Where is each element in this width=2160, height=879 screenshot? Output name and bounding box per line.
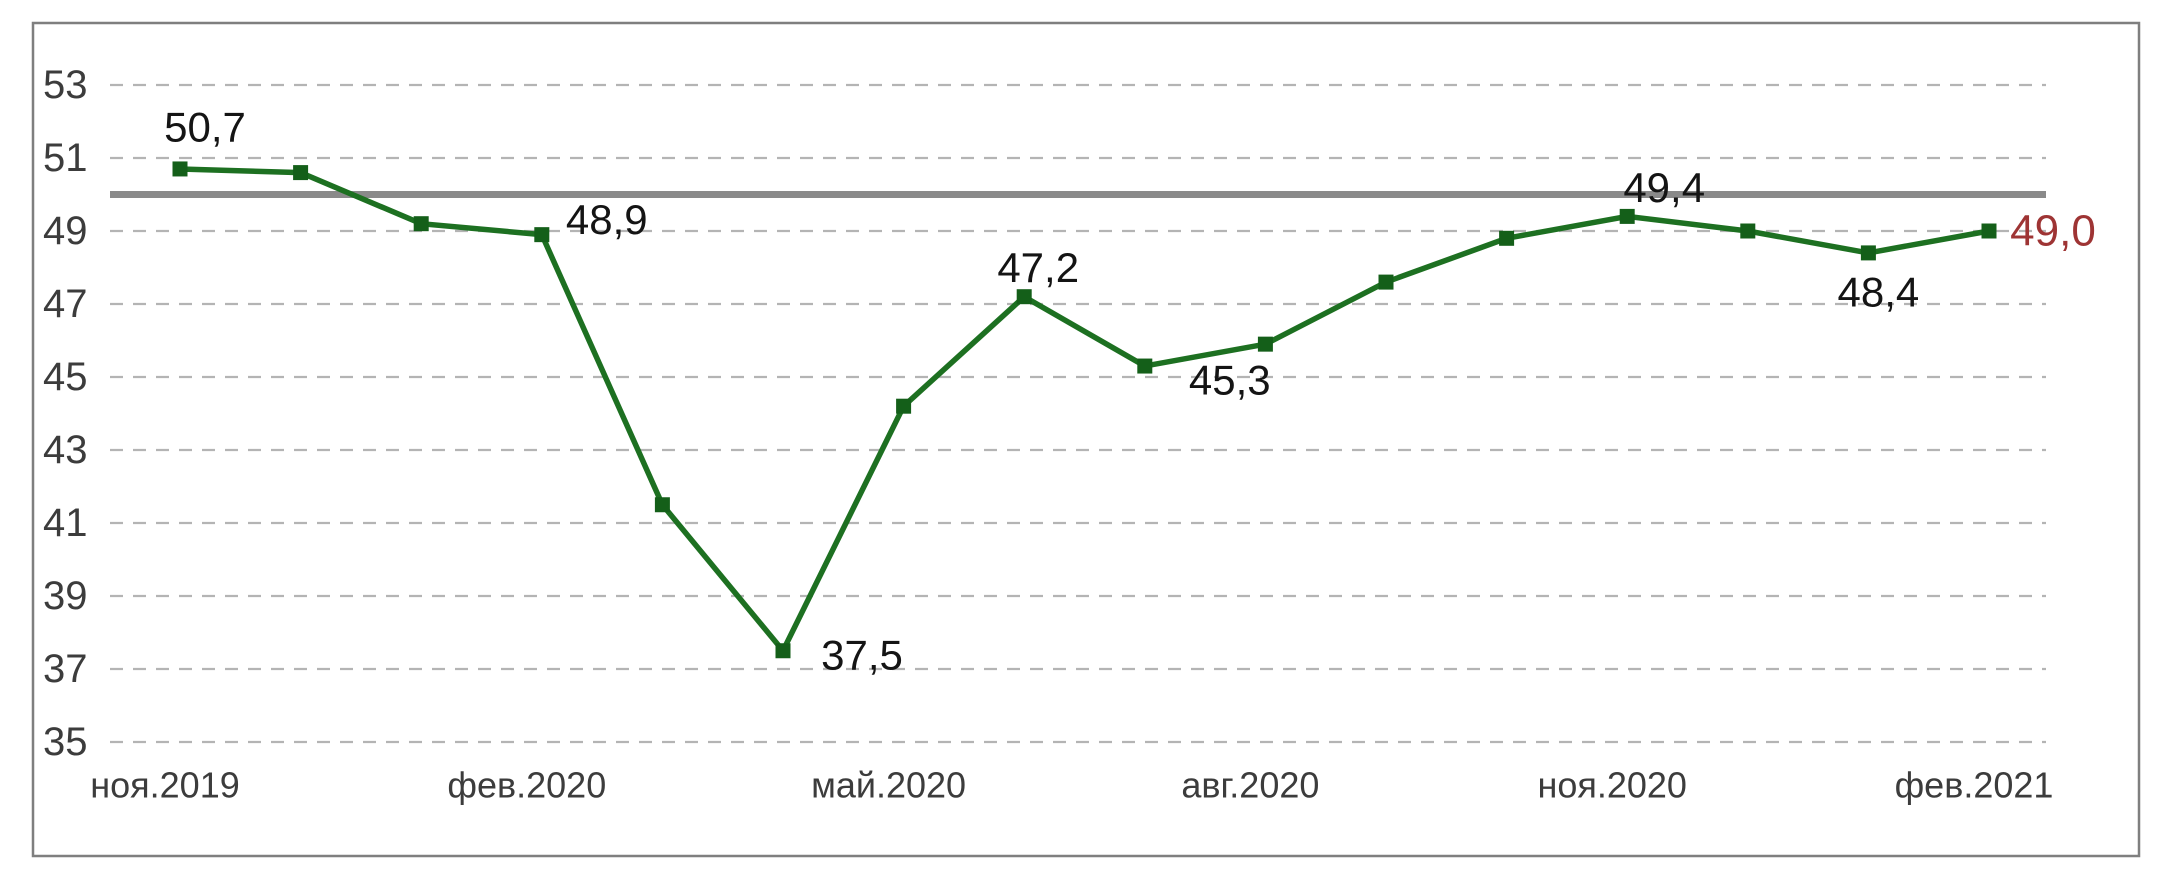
data-point-marker-сен.2020 [1378,274,1394,290]
x-tick-label-12: ноя.2020 [1537,765,1686,806]
data-point-marker-окт.2020 [1499,230,1515,246]
data-label-апр.2020: 37,5 [821,631,903,678]
y-tick-label-35: 35 [43,720,88,764]
x-tick-label-15: фев.2021 [1895,765,2054,806]
data-label-фев.2020: 48,9 [566,196,648,243]
data-point-marker-июн.2020 [1016,289,1032,305]
series-line-pmi [179,166,1990,656]
chart-frame-border [31,21,2141,858]
data-label-июн.2020: 47,2 [997,244,1079,291]
data-point-marker-фев.2021 [1981,223,1997,239]
y-tick-label-37: 37 [43,647,88,691]
y-tick-label-53: 53 [43,63,88,107]
data-point-marker-мар.2020 [654,497,670,513]
y-tick-label-39: 39 [43,574,88,618]
data-point-marker-апр.2020 [775,643,791,659]
data-label-ноя.2020: 49,4 [1623,164,1705,211]
y-tick-label-49: 49 [43,209,88,253]
y-tick-label-51: 51 [43,136,88,180]
y-tick-label-43: 43 [43,428,88,472]
data-point-marker-янв.2021 [1860,245,1876,261]
data-point-marker-ноя.2020 [1619,208,1635,224]
x-tick-label-9: авг.2020 [1181,765,1319,806]
data-point-marker-июл.2020 [1137,358,1153,374]
data-label-июл.2020: 45,3 [1189,357,1271,404]
data-point-marker-дек.2019 [293,165,309,181]
data-label-фев.2021: 49,0 [2010,207,2096,256]
data-point-marker-ноя.2019 [172,161,188,177]
data-label-ноя.2019: 50,7 [164,103,246,150]
y-tick-label-41: 41 [43,501,88,545]
x-tick-label-3: фев.2020 [447,765,606,806]
y-tick-label-47: 47 [43,282,88,326]
data-point-marker-дек.2020 [1740,223,1756,239]
data-point-marker-фев.2020 [534,227,550,243]
y-tick-label-45: 45 [43,355,88,399]
data-point-marker-май.2020 [896,398,912,414]
data-label-янв.2021: 48,4 [1838,268,1920,315]
data-point-marker-авг.2020 [1257,336,1273,352]
x-tick-label-6: май.2020 [811,765,966,806]
x-tick-label-0: ноя.2019 [90,765,239,806]
data-point-marker-янв.2020 [413,216,429,232]
